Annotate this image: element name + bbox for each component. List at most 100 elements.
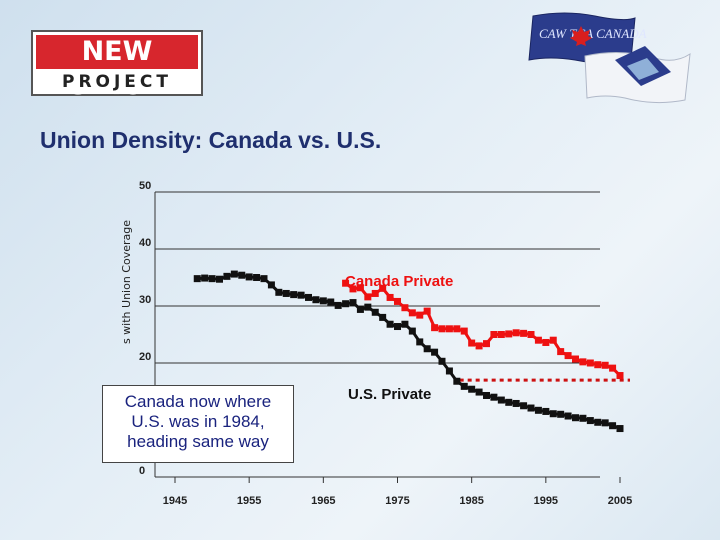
- series-1-point-1988: [490, 393, 498, 401]
- series-1-point-1950: [208, 275, 216, 283]
- y-tick-label-0: 0: [139, 465, 145, 477]
- series-1-point-1981: [438, 357, 446, 365]
- series-1-point-1965: [319, 297, 327, 305]
- series-1-point-1957: [260, 275, 268, 283]
- series-1-point-1969: [349, 299, 357, 307]
- series-0-point-1989: [497, 331, 505, 338]
- caw-flags-image: CAW TCA CANADA: [528, 12, 691, 104]
- callout-line-1: Canada now where: [124, 392, 272, 411]
- series-0-point-1995: [542, 338, 550, 346]
- chart-ticks: 0 20 30 40 50 1945 1955 1965 1975 1985 1995 2005: [139, 180, 632, 507]
- series-1-point-1968: [342, 300, 350, 308]
- series-0-point-1972: [371, 289, 379, 297]
- series-0-point-1999: [572, 355, 579, 363]
- series-0-point-1985: [468, 339, 476, 347]
- series-1-point-2005: [616, 425, 624, 433]
- y-tick-label-20: 20: [139, 351, 151, 363]
- series-1-point-1975: [394, 323, 401, 331]
- series-1-point-1980: [431, 348, 439, 356]
- flag-text: CAW TCA CANADA: [539, 26, 647, 41]
- series-1-point-1951: [216, 275, 223, 283]
- series-1-point-1979: [423, 345, 431, 353]
- y-tick-label-50: 50: [139, 180, 151, 192]
- series-1-point-2004: [609, 422, 617, 430]
- series-0-point-1993: [527, 331, 535, 338]
- series-1-point-1973: [379, 313, 387, 321]
- series-1-point-1995: [542, 407, 550, 415]
- series-1-point-1997: [557, 410, 565, 418]
- series-1-point-1999: [572, 414, 579, 422]
- series-1-point-1959: [275, 288, 283, 296]
- logo-line-2: PROJECT: [61, 72, 172, 92]
- series-1-point-1972: [371, 308, 379, 316]
- chart-series: [193, 270, 624, 433]
- x-tick-label-1955: 1955: [237, 495, 261, 507]
- series-1-point-1966: [327, 298, 335, 306]
- maple-leaf-icon: [570, 26, 592, 46]
- series-1-point-1949: [201, 274, 209, 282]
- series-0-point-1990: [505, 330, 513, 338]
- series-1-point-1996: [549, 410, 557, 418]
- series-0-point-1969: [349, 285, 357, 293]
- series-0-point-1994: [534, 336, 542, 344]
- series-0-point-1992: [520, 329, 528, 337]
- series-0-point-2002: [594, 361, 602, 369]
- series-1-point-1982: [445, 367, 453, 375]
- series-1-point-1960: [282, 289, 290, 297]
- series-1-point-1993: [527, 404, 535, 412]
- callout-line-3: heading same way: [127, 432, 269, 451]
- series-0-point-1977: [408, 309, 416, 317]
- x-tick-label-1995: 1995: [534, 495, 558, 507]
- series-0-point-1971: [364, 293, 372, 301]
- series-1-point-1952: [223, 272, 231, 280]
- series-0-point-1976: [401, 304, 409, 312]
- series-1-point-1974: [386, 320, 394, 328]
- series-0-point-1974: [386, 293, 394, 301]
- series-line-1: [197, 272, 621, 430]
- series-0-point-1975: [394, 297, 401, 305]
- series-1-point-1970: [356, 305, 364, 313]
- logo-line-1: NEW UNION: [36, 35, 198, 101]
- series-0-point-1998: [564, 352, 572, 360]
- series-1-point-1985: [468, 385, 476, 393]
- series-1-point-1992: [520, 402, 528, 410]
- series-0-point-2000: [579, 358, 587, 366]
- series-1-point-2003: [601, 419, 609, 427]
- series-0-point-1991: [512, 329, 520, 337]
- series-1-point-1962: [297, 291, 305, 299]
- series-label-us-private: U.S. Private: [348, 386, 431, 403]
- y-tick-label-30: 30: [139, 294, 151, 306]
- series-1-point-1971: [364, 303, 372, 311]
- series-1-point-1998: [564, 412, 572, 420]
- series-1-point-1954: [238, 271, 246, 279]
- series-1-point-1967: [334, 301, 342, 309]
- series-0-point-2005: [616, 372, 624, 380]
- series-1-point-1958: [267, 281, 275, 289]
- x-tick-label-1985: 1985: [459, 495, 483, 507]
- series-1-point-1994: [534, 406, 542, 414]
- series-1-point-1976: [401, 320, 409, 328]
- series-0-point-1983: [453, 325, 461, 333]
- y-axis-label: s with Union Coverage: [120, 220, 133, 344]
- series-1-point-1964: [312, 296, 320, 304]
- callout-line-2: U.S. was in 1984,: [131, 412, 265, 431]
- series-label-canada-private: Canada Private: [345, 273, 453, 290]
- series-0-point-1987: [483, 340, 490, 348]
- series-0-point-1978: [416, 311, 424, 319]
- series-0-point-2001: [586, 359, 594, 367]
- series-1-point-2001: [586, 417, 594, 425]
- series-0-point-1981: [438, 325, 446, 333]
- series-0-point-1988: [490, 331, 498, 338]
- series-0-point-1973: [379, 284, 387, 292]
- series-0-point-1984: [460, 327, 468, 335]
- new-union-project-logo: NEW UNION PROJECT: [31, 30, 203, 101]
- series-0-point-1986: [475, 342, 483, 350]
- series-1-point-1955: [245, 273, 253, 281]
- series-0-point-1979: [423, 307, 431, 315]
- series-0-point-1968: [342, 279, 350, 287]
- slide-title: Union Density: Canada vs. U.S.: [40, 127, 382, 153]
- series-1-point-1978: [416, 338, 424, 346]
- x-tick-label-1975: 1975: [385, 495, 409, 507]
- series-1-point-2002: [594, 418, 602, 426]
